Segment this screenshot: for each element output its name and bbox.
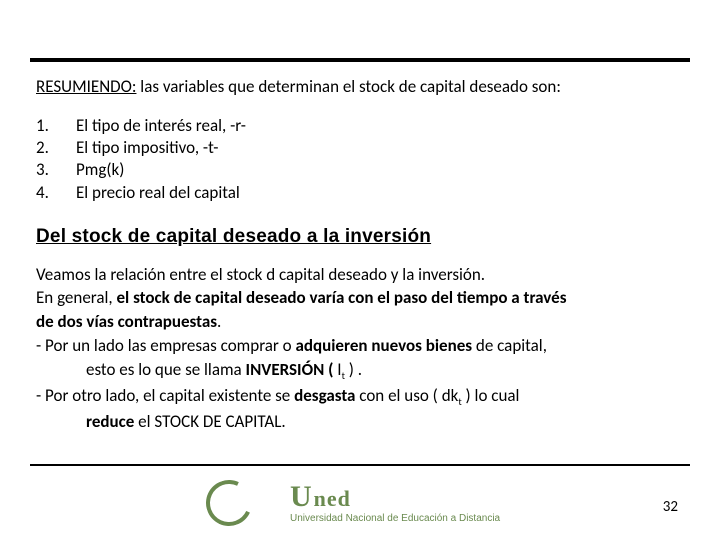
text-bold: desgasta: [294, 385, 355, 406]
text: - Por otro lado, el capital existente se: [36, 385, 294, 406]
list-item: 2. El tipo impositivo, -t-: [36, 137, 686, 159]
list-num: 2.: [36, 137, 64, 159]
body-line-1: Veamos la relación entre el stock d capi…: [36, 264, 686, 286]
logo-text: Uned Universidad Nacional de Educación a…: [290, 482, 500, 524]
bottom-rule: [30, 464, 690, 466]
logo-mark: [200, 480, 280, 526]
text: En general,: [36, 287, 117, 308]
text-bold: el stock de capital deseado varía con el…: [117, 287, 567, 308]
text: con el uso (: [355, 385, 441, 406]
logo-subtitle: Universidad Nacional de Educación a Dist…: [290, 514, 500, 524]
logo-ring-icon: [200, 474, 259, 533]
intro-line: RESUMIENDO: las variables que determinan…: [36, 76, 686, 97]
numbered-list: 1. El tipo de interés real, -r- 2. El ti…: [36, 115, 686, 203]
list-text: El tipo de interés real, -r-: [64, 115, 246, 137]
subscript: t: [458, 395, 461, 408]
text: ) lo cual: [462, 385, 520, 406]
text-bold: adquieren nuevos bienes: [296, 335, 473, 356]
list-text: El tipo impositivo, -t-: [64, 137, 219, 159]
intro-rest: las variables que determinan el stock de…: [136, 76, 560, 97]
subscript: t: [342, 369, 345, 382]
logo-wordmark: Uned: [290, 482, 500, 512]
body-line-4: - Por un lado las empresas comprar o adq…: [36, 335, 686, 357]
text: dk: [442, 385, 459, 406]
list-num: 4.: [36, 182, 64, 204]
text: el STOCK DE CAPITAL.: [134, 411, 285, 432]
list-num: 3.: [36, 159, 64, 181]
logo-letter: U: [290, 482, 313, 512]
list-item: 4. El precio real del capital: [36, 182, 686, 204]
top-rule: [30, 58, 690, 62]
body-line-6: - Por otro lado, el capital existente se…: [36, 385, 686, 409]
text: de capital,: [472, 335, 547, 356]
text-bold: de dos vías contrapuestas: [36, 311, 217, 332]
body-line-2: En general, el stock de capital deseado …: [36, 287, 686, 309]
page-number: 32: [663, 498, 678, 516]
text-bold: reduce: [86, 411, 134, 432]
text: .: [217, 311, 221, 332]
body-line-7: reduce el STOCK DE CAPITAL.: [36, 411, 686, 433]
section-heading: Del stock de capital deseado a la invers…: [36, 226, 686, 248]
logo-letters: ned: [314, 488, 351, 510]
list-text: El precio real del capital: [64, 182, 240, 204]
list-text: Pmg(k): [64, 159, 124, 181]
list-num: 1.: [36, 115, 64, 137]
text: I: [337, 359, 341, 380]
list-item: 1. El tipo de interés real, -r-: [36, 115, 686, 137]
body-line-3: de dos vías contrapuestas.: [36, 311, 686, 333]
intro-lead: RESUMIENDO:: [36, 76, 136, 97]
text: esto es lo que se llama: [86, 359, 246, 380]
text: - Por un lado las empresas comprar o: [36, 335, 296, 356]
list-item: 3. Pmg(k): [36, 159, 686, 181]
text-bold: INVERSIÓN (: [246, 359, 338, 380]
slide-content: RESUMIENDO: las variables que determinan…: [36, 76, 686, 435]
uned-logo: Uned Universidad Nacional de Educación a…: [200, 478, 520, 528]
body-line-5: esto es lo que se llama INVERSIÓN ( It )…: [36, 359, 686, 383]
text: ) .: [345, 359, 362, 380]
